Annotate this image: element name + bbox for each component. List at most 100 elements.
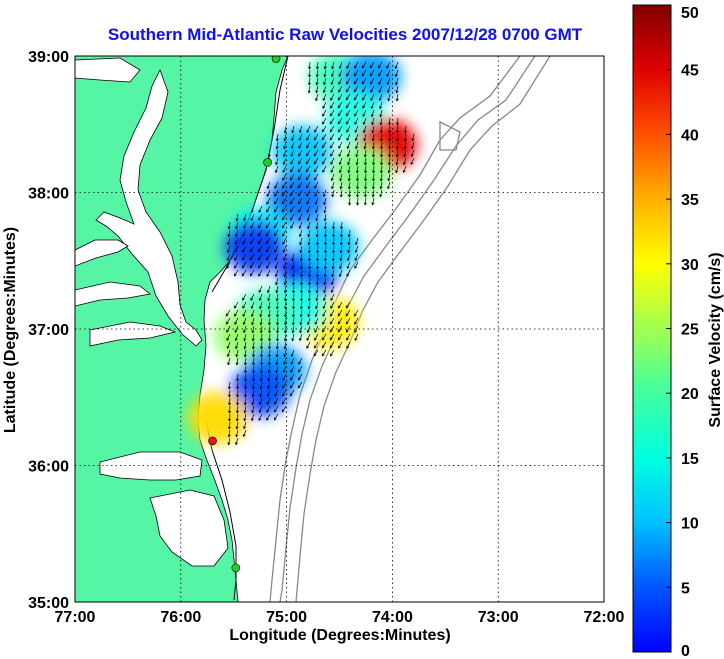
velocity-vector bbox=[267, 293, 271, 302]
colorbar-tick-label: 15 bbox=[681, 451, 699, 468]
velocity-vector bbox=[329, 333, 335, 341]
radar-station-marker bbox=[231, 563, 241, 573]
velocity-vector bbox=[346, 261, 351, 270]
velocity-vector bbox=[297, 181, 303, 189]
velocity-vector bbox=[283, 285, 287, 294]
velocity-vector bbox=[306, 197, 311, 205]
velocity-vector bbox=[346, 269, 351, 277]
velocity-vector bbox=[378, 93, 383, 102]
velocity-vector bbox=[321, 125, 327, 133]
velocity-vector bbox=[243, 421, 247, 430]
radar-station-marker bbox=[208, 436, 217, 446]
velocity-vector bbox=[282, 365, 287, 374]
velocity-vector bbox=[387, 149, 391, 158]
velocity-vector bbox=[290, 149, 295, 158]
velocity-vector bbox=[395, 85, 399, 94]
velocity-vector bbox=[235, 429, 239, 438]
velocity-vector bbox=[251, 333, 255, 342]
velocity-vector bbox=[378, 77, 383, 85]
velocity-vector bbox=[267, 365, 271, 374]
velocity-vector bbox=[314, 317, 319, 326]
velocity-vector bbox=[281, 405, 287, 413]
velocity-vector bbox=[273, 221, 279, 229]
velocity-vector bbox=[323, 229, 327, 238]
velocity-vector bbox=[410, 157, 415, 166]
velocity-vector bbox=[282, 381, 287, 389]
plot-frame bbox=[74, 55, 605, 603]
velocity-vector bbox=[321, 333, 327, 341]
velocity-vector bbox=[258, 205, 263, 214]
velocity-vector bbox=[323, 61, 327, 70]
velocity-vector bbox=[347, 237, 351, 246]
velocity-vector bbox=[323, 261, 327, 270]
velocity-vector bbox=[345, 101, 351, 109]
velocity-vector bbox=[258, 269, 263, 277]
velocity-vector bbox=[284, 309, 288, 318]
velocity-vector bbox=[323, 205, 327, 214]
velocity-vector bbox=[321, 341, 327, 349]
velocity-vector bbox=[273, 413, 279, 421]
colorbar-tick-label: 20 bbox=[681, 386, 699, 403]
velocity-vector bbox=[361, 85, 367, 93]
velocity-vector bbox=[298, 205, 303, 213]
velocity-vector bbox=[274, 389, 279, 397]
velocity-vector bbox=[348, 197, 352, 206]
y-tick-label: 35:00 bbox=[28, 595, 69, 612]
velocity-vector bbox=[298, 141, 303, 149]
velocity-vectors bbox=[225, 61, 415, 446]
velocity-vector bbox=[274, 405, 279, 413]
velocity-vector bbox=[282, 173, 287, 181]
velocity-vector bbox=[299, 261, 303, 270]
velocity-vector bbox=[235, 421, 239, 430]
velocity-vector bbox=[323, 69, 327, 78]
velocity-vector bbox=[371, 149, 375, 158]
velocity-vector bbox=[259, 381, 263, 390]
colorbar-tick-label: 30 bbox=[681, 257, 699, 274]
velocity-vector bbox=[251, 317, 255, 326]
velocity-vector bbox=[305, 165, 311, 173]
velocity-vector bbox=[259, 333, 263, 342]
velocity-vector bbox=[355, 141, 359, 150]
velocity-vector bbox=[395, 77, 399, 86]
velocity-patch bbox=[330, 146, 391, 199]
velocity-vector bbox=[386, 61, 391, 69]
velocity-vector bbox=[251, 397, 255, 406]
velocity-vector bbox=[321, 141, 327, 149]
velocity-vector bbox=[362, 93, 367, 101]
velocity-vector bbox=[395, 93, 399, 102]
velocity-vector bbox=[267, 149, 271, 158]
rappahannock-river bbox=[75, 281, 151, 307]
velocity-vector bbox=[226, 253, 231, 262]
velocity-vector bbox=[347, 189, 351, 198]
velocity-vector bbox=[298, 365, 303, 373]
velocity-vector bbox=[290, 141, 295, 150]
velocity-vector bbox=[281, 213, 287, 221]
velocity-vector bbox=[227, 237, 231, 246]
velocity-vector bbox=[249, 269, 255, 277]
velocity-vector bbox=[337, 109, 343, 117]
velocity-vector bbox=[315, 69, 319, 78]
velocity-vector bbox=[282, 221, 287, 229]
velocity-vector bbox=[290, 373, 295, 381]
velocity-vector bbox=[250, 413, 255, 422]
velocity-vector bbox=[268, 325, 272, 334]
velocity-vector bbox=[314, 309, 319, 318]
velocity-vector bbox=[283, 277, 287, 286]
velocity-vector bbox=[268, 341, 272, 350]
velocity-vector bbox=[297, 189, 303, 197]
velocity-vector bbox=[274, 189, 279, 197]
velocity-vector bbox=[403, 125, 407, 134]
velocity-vector bbox=[387, 181, 391, 190]
radar-station-marker bbox=[263, 158, 272, 167]
velocity-vector bbox=[225, 309, 231, 317]
velocity-vector bbox=[236, 397, 240, 406]
velocity-vector bbox=[290, 381, 295, 389]
velocity-vector bbox=[235, 229, 239, 238]
velocity-vector bbox=[315, 213, 319, 222]
velocity-vector bbox=[395, 157, 399, 166]
velocity-vector bbox=[315, 205, 319, 214]
velocity-vector bbox=[323, 213, 327, 222]
velocity-vector bbox=[388, 141, 392, 150]
velocity-vector bbox=[305, 173, 311, 181]
velocity-vector bbox=[356, 189, 360, 198]
